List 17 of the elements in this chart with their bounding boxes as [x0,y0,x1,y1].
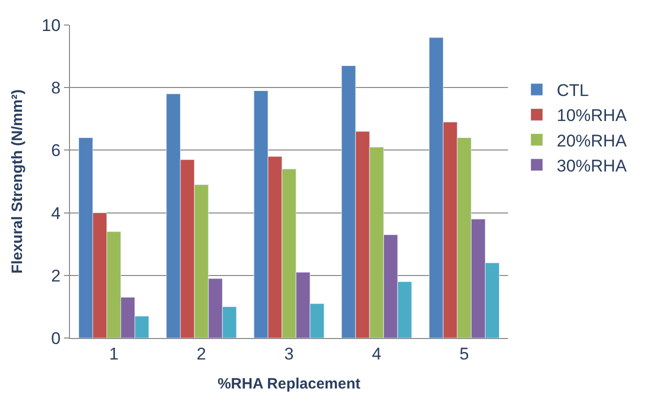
x-tick-label: 1 [109,344,119,364]
y-tick-label: 10 [42,16,61,35]
x-tick-label: 4 [372,344,382,364]
y-axis-title: Flexural Strength (N/mm²) [8,89,26,274]
y-tick-label: 0 [51,328,61,348]
y-tick-label: 8 [51,78,61,98]
x-tick-label: 3 [284,344,294,364]
legend-label: 30%RHA [556,156,628,176]
y-tick-label: 6 [51,141,61,160]
y-tick-label: 4 [51,204,61,223]
legend-label: 10%RHA [556,106,628,126]
legend-label: CTL [556,81,589,100]
x-tick-label: 5 [459,344,469,364]
x-tick-label: 2 [196,344,206,364]
x-axis-title: %RHA Replacement [218,375,360,392]
legend-label: 20%RHA [556,131,628,150]
y-tick-label: 2 [51,266,61,286]
